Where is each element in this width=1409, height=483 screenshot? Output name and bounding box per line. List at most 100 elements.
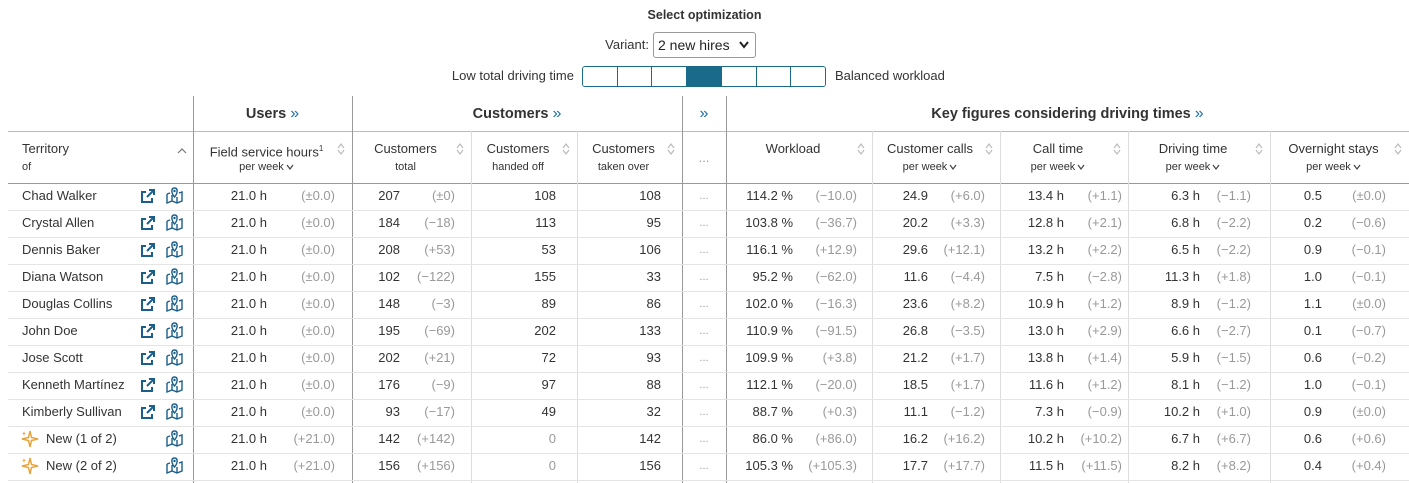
cell: 1.0 (1303, 377, 1322, 392)
cell: (−0.6) (1351, 215, 1386, 230)
open-link-icon[interactable] (140, 188, 156, 204)
cell: (±0.0) (1352, 188, 1386, 203)
open-link-icon[interactable] (140, 215, 156, 231)
chevron (1353, 164, 1361, 170)
cell: 11.6 (903, 269, 928, 284)
cell: (±0.0) (301, 269, 335, 284)
open-link-icon[interactable] (140, 242, 156, 258)
group-expand[interactable]: » (1194, 105, 1204, 122)
map-icon[interactable] (165, 267, 185, 287)
slider-step[interactable] (617, 67, 653, 86)
open-link-icon[interactable] (140, 377, 156, 393)
cell: (−16.3) (815, 296, 857, 311)
chevron (1212, 164, 1220, 170)
cell: (±0.0) (301, 242, 335, 257)
cell: 8.9 h (1171, 296, 1200, 311)
slider-step[interactable] (652, 67, 688, 86)
cell: (+142) (417, 431, 455, 446)
cell: 6.8 h (1171, 215, 1200, 230)
cell: 97 (541, 377, 556, 392)
column-sub-text: taken over (597, 161, 650, 173)
cell: 21.0 h (230, 377, 267, 392)
cell: (−0.9) (1087, 404, 1122, 419)
group-header: Users » (193, 105, 352, 123)
map-icon[interactable] (165, 294, 185, 314)
cell: (−91.5) (815, 323, 857, 338)
map-icon[interactable] (165, 375, 185, 395)
sub-chevron[interactable] (1353, 159, 1361, 175)
map-icon[interactable] (165, 456, 185, 476)
sort-icon[interactable] (561, 142, 571, 156)
column-sub-text: per week (1306, 161, 1351, 173)
sort-icon[interactable] (1254, 142, 1264, 156)
slider-step[interactable] (756, 67, 792, 86)
open-link-icon[interactable] (140, 404, 156, 420)
cell: 21.0 h (230, 323, 267, 338)
map-icon[interactable] (165, 213, 185, 233)
map-icon[interactable] (165, 240, 185, 260)
slider-step[interactable] (791, 67, 825, 86)
open-link-icon[interactable] (140, 296, 156, 312)
slider-step[interactable] (721, 67, 757, 86)
sub-chevron[interactable] (1077, 159, 1085, 175)
open-link-icon[interactable] (140, 269, 156, 285)
cell: (−2.2) (1216, 242, 1251, 257)
cell: 112.1 % (746, 377, 793, 392)
cell: 6.5 h (1171, 242, 1200, 257)
cell: 108 (639, 188, 661, 203)
map-icon[interactable] (165, 402, 185, 422)
slider-step[interactable] (583, 67, 618, 86)
column-title-text: Customers (592, 141, 655, 156)
cell: (+3.3) (950, 215, 985, 230)
cell: 11.6 h (1028, 377, 1064, 392)
cell: (+0.6) (1351, 431, 1386, 446)
cell: ... (699, 325, 709, 337)
sort-icon[interactable] (455, 142, 465, 156)
cell: (+1.2) (1087, 296, 1122, 311)
cell: (−69) (424, 323, 455, 338)
column-title: Customer calls (872, 141, 988, 157)
cell: 195 (378, 323, 400, 338)
sort-icon-svg (857, 143, 865, 155)
map-icon[interactable] (165, 348, 185, 368)
group-expand[interactable]: » (552, 105, 562, 122)
sort-icon[interactable] (1112, 142, 1122, 156)
sort-icon[interactable] (666, 142, 676, 156)
open-link-icon[interactable] (140, 350, 156, 366)
group-expand[interactable]: » (699, 105, 709, 122)
column-sup: 1 (318, 144, 324, 153)
h-rule (8, 426, 1409, 427)
map-icon-svg (166, 268, 183, 286)
territory-name: New (1 of 2) (46, 431, 117, 446)
cell: 72 (541, 350, 556, 365)
territory-name: Diana Watson (22, 269, 104, 284)
cell: 10.2 h (1163, 404, 1200, 419)
sub-chevron[interactable] (1212, 159, 1220, 175)
group-expand[interactable]: » (290, 105, 300, 122)
cell: 24.9 (902, 188, 928, 203)
map-icon[interactable] (165, 186, 185, 206)
sort-icon[interactable] (1393, 142, 1403, 156)
cell: 8.1 h (1171, 377, 1200, 392)
v-rule (1000, 131, 1001, 483)
map-icon[interactable] (165, 429, 185, 449)
sub-chevron[interactable] (949, 159, 957, 175)
sort-icon[interactable] (177, 142, 187, 154)
territory-name: Dennis Baker (22, 242, 101, 257)
cell: (+12.9) (815, 242, 857, 257)
cell: (+1.7) (950, 377, 985, 392)
sort-icon[interactable] (856, 142, 866, 156)
map-icon[interactable] (165, 321, 185, 341)
sort-icon[interactable] (984, 142, 994, 156)
sub-chevron[interactable] (286, 159, 294, 175)
cell: 7.5 h (1035, 269, 1064, 284)
cell: 33 (646, 269, 661, 284)
slider[interactable] (582, 66, 826, 87)
sort-icon[interactable] (336, 142, 346, 156)
column-sub: of (22, 161, 32, 173)
cell: (±0.0) (1352, 296, 1386, 311)
variant-select[interactable]: 2 new hires (653, 32, 756, 58)
slider-step[interactable] (687, 67, 722, 86)
open-link-icon[interactable] (140, 323, 156, 339)
cell: (−18) (424, 215, 455, 230)
